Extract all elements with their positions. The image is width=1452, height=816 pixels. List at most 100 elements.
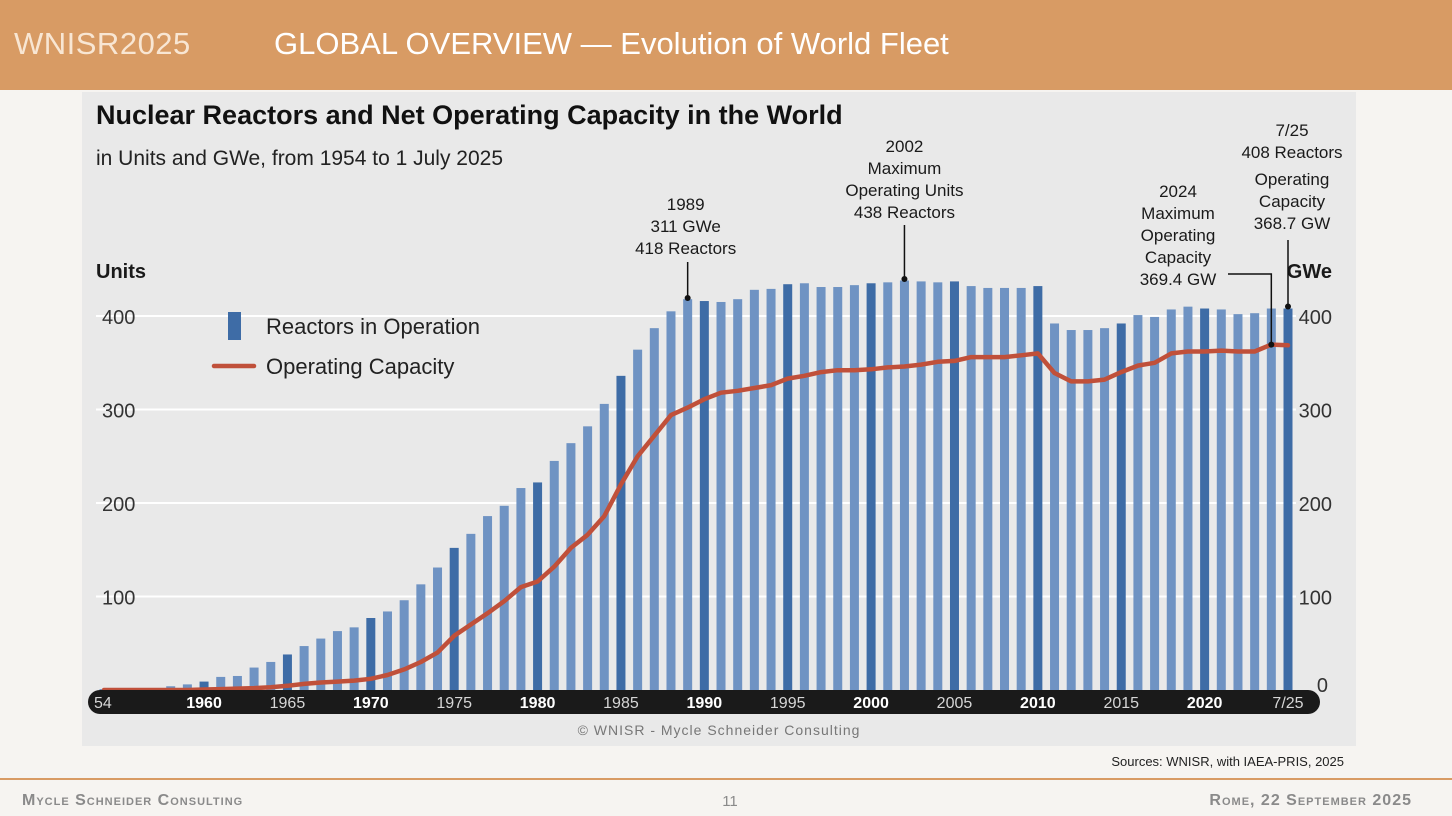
annotation-2002-line-0: 2002 bbox=[886, 137, 924, 156]
x-tick-label-1965: 1965 bbox=[270, 695, 306, 712]
bar-1970 bbox=[366, 618, 376, 690]
x-tick-label-1975: 1975 bbox=[436, 695, 472, 712]
x-tick-label-2005: 2005 bbox=[937, 695, 973, 712]
annotation-2002-line-1: Maximum bbox=[868, 159, 942, 178]
x-tick-label-1960: 1960 bbox=[186, 695, 222, 712]
bar-1989 bbox=[683, 299, 693, 690]
x-tick-label-1995: 1995 bbox=[770, 695, 806, 712]
bar-1964 bbox=[266, 661, 276, 690]
annotation-2024-line-1: Maximum bbox=[1141, 204, 1215, 223]
bar-1992 bbox=[733, 299, 743, 690]
y-axis-label-right: GWe bbox=[1287, 261, 1332, 283]
bar-1990 bbox=[699, 301, 709, 690]
bar-1982 bbox=[566, 443, 576, 690]
footer-divider bbox=[0, 778, 1452, 780]
bar-2016 bbox=[1133, 315, 1143, 690]
y-tick-left-300: 300 bbox=[102, 401, 135, 423]
x-tick-label-54: 54 bbox=[94, 695, 112, 712]
legend-line-label: Operating Capacity bbox=[266, 354, 454, 379]
bar-1961 bbox=[216, 676, 226, 690]
bar-1973 bbox=[416, 584, 426, 690]
chart-svg: Nuclear Reactors and Net Operating Capac… bbox=[88, 100, 1343, 738]
annotation-1989-line-0: 1989 bbox=[667, 195, 705, 214]
bar-1984 bbox=[599, 403, 609, 690]
annotation-2002-line-3: 438 Reactors bbox=[854, 203, 955, 222]
bar-2010 bbox=[1033, 286, 1043, 690]
annotation-2025-line-0: 7/25 bbox=[1275, 121, 1308, 140]
x-tick-label-2015: 2015 bbox=[1103, 695, 1139, 712]
bar-1960 bbox=[199, 681, 209, 690]
brand-label: WNISR2025 bbox=[14, 26, 191, 61]
y-tick-left-200: 200 bbox=[102, 494, 135, 516]
bar-2004 bbox=[933, 282, 943, 690]
bar-1967 bbox=[316, 638, 326, 690]
footer-company: Mycle Schneider Consulting bbox=[22, 792, 244, 809]
bar-1986 bbox=[633, 349, 643, 690]
sources-note: Sources: WNISR, with IAEA-PRIS, 2025 bbox=[1111, 754, 1344, 769]
bar-1981 bbox=[549, 460, 559, 690]
bar-2008 bbox=[1000, 287, 1010, 690]
annotation-2024-line-3: Capacity bbox=[1145, 248, 1212, 267]
x-tick-label-2020: 2020 bbox=[1187, 695, 1223, 712]
bar-2012 bbox=[1066, 330, 1076, 690]
chart-title: Nuclear Reactors and Net Operating Capac… bbox=[96, 100, 843, 130]
bar-2014 bbox=[1100, 328, 1110, 690]
bar-2003 bbox=[916, 281, 926, 690]
bar-1971 bbox=[382, 611, 392, 690]
annotation-2024-line-0: 2024 bbox=[1159, 182, 1197, 201]
bar-1991 bbox=[716, 301, 726, 690]
bar-1993 bbox=[749, 289, 759, 690]
bar-2005 bbox=[949, 281, 959, 690]
bar-1995 bbox=[783, 284, 793, 690]
bar-1975 bbox=[449, 547, 459, 690]
y-tick-right-200: 200 bbox=[1299, 494, 1332, 516]
annotation-2025-line-2: Operating bbox=[1255, 170, 1330, 189]
x-tick-label-1985: 1985 bbox=[603, 695, 639, 712]
bar-2007 bbox=[983, 287, 993, 690]
bar-1972 bbox=[399, 600, 409, 690]
annotation-2024-line-2: Operating bbox=[1141, 226, 1216, 245]
chart-panel: Nuclear Reactors and Net Operating Capac… bbox=[82, 92, 1356, 746]
bar-1996 bbox=[799, 283, 809, 690]
legend-bars-label: Reactors in Operation bbox=[266, 314, 480, 339]
annotation-2025-line-4: 368.7 GW bbox=[1254, 214, 1331, 233]
x-axis-band bbox=[88, 690, 1320, 714]
bar-1985 bbox=[616, 375, 626, 690]
bar-1966 bbox=[299, 646, 309, 690]
y-tick-right-0: 0 bbox=[1317, 675, 1328, 697]
bar-2020 bbox=[1200, 308, 1210, 690]
page-number: 11 bbox=[722, 793, 738, 810]
y-tick-right-300: 300 bbox=[1299, 401, 1332, 423]
footer-venue-date: Rome, 22 September 2025 bbox=[1209, 792, 1412, 809]
bar-2002 bbox=[899, 280, 909, 690]
legend-bar-swatch bbox=[228, 312, 241, 340]
bar-1976 bbox=[466, 533, 476, 690]
bar-2006 bbox=[966, 286, 976, 690]
bar-2009 bbox=[1016, 287, 1026, 690]
bar-1999 bbox=[849, 285, 859, 690]
chart-copyright: © WNISR - Mycle Schneider Consulting bbox=[578, 722, 861, 738]
bar-1959 bbox=[182, 684, 192, 690]
slide-title: GLOBAL OVERVIEW — Evolution of World Fle… bbox=[274, 26, 949, 61]
capacity-line bbox=[101, 342, 1291, 693]
bar-1965 bbox=[282, 654, 292, 690]
y-axis-label-left: Units bbox=[96, 261, 146, 283]
y-tick-left-100: 100 bbox=[102, 588, 135, 610]
bar-1977 bbox=[483, 516, 493, 690]
bar-1994 bbox=[766, 288, 776, 690]
x-tick-label-1990: 1990 bbox=[687, 695, 723, 712]
bar-2024 bbox=[1266, 308, 1276, 690]
x-tick-label-1980: 1980 bbox=[520, 695, 556, 712]
bar-1980 bbox=[533, 482, 543, 690]
bar-2011 bbox=[1050, 323, 1060, 690]
annotation-2025-dot bbox=[1285, 303, 1291, 310]
annotation-2024-line-4: 369.4 GW bbox=[1140, 270, 1217, 289]
annotation-2025-line-3: Capacity bbox=[1259, 192, 1326, 211]
annotation-2025-line-1: 408 Reactors bbox=[1241, 143, 1342, 162]
annotation-2024-leader bbox=[1228, 273, 1273, 343]
bar-2000 bbox=[866, 283, 876, 690]
bar-1968 bbox=[332, 631, 342, 690]
bar-1997 bbox=[816, 287, 826, 690]
x-tick-label-2000: 2000 bbox=[853, 695, 889, 712]
bar-2019 bbox=[1183, 306, 1193, 690]
